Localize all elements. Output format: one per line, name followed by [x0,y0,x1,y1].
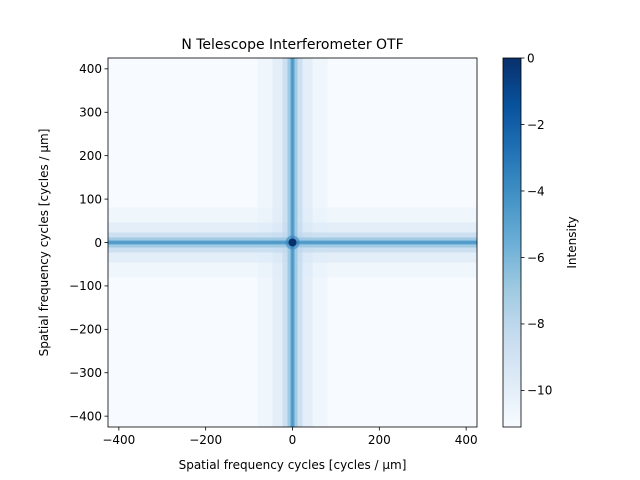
colorbar-tick-label: −6 [527,251,545,265]
x-axis: −400 −200 0 200 400 [102,427,478,447]
y-tick-label: −400 [69,409,102,423]
heatmap-image [108,58,477,427]
colorbar-tick-label: −2 [527,118,545,132]
y-tick-label: −100 [69,279,102,293]
heatmap-peak [288,238,297,247]
colorbar-label: Intensity [565,216,579,268]
x-tick-label: −200 [189,433,222,447]
y-axis-label: Spatial frequency cycles [cycles / μm] [37,129,51,357]
y-tick-label: 100 [79,192,102,206]
colorbar-tick-label: −10 [527,384,552,398]
colorbar-gradient [503,58,521,427]
colorbar-ticks: 0 −2 −4 −6 −8 −10 [521,51,552,398]
y-tick-label: −200 [69,323,102,337]
y-tick-label: 400 [79,62,102,76]
x-tick-label: 200 [368,433,391,447]
colorbar-tick-label: −8 [527,317,545,331]
colorbar-tick-label: 0 [527,51,535,65]
x-tick-label: 400 [455,433,478,447]
colorbar-tick-label: −4 [527,184,545,198]
y-tick-label: 0 [94,236,102,250]
y-tick-label: 200 [79,149,102,163]
colorbar-frame [502,57,522,428]
y-axis: −400 −300 −200 −100 0 100 200 300 400 [69,62,108,423]
colorbar: 0 −2 −4 −6 −8 −10 Intensity [502,51,579,428]
x-tick-label: 0 [289,433,297,447]
y-tick-label: −300 [69,366,102,380]
x-tick-label: −400 [102,433,135,447]
y-tick-label: 300 [79,106,102,120]
x-axis-label: Spatial frequency cycles [cycles / μm] [179,458,407,472]
chart-title: N Telescope Interferometer OTF [181,37,403,53]
